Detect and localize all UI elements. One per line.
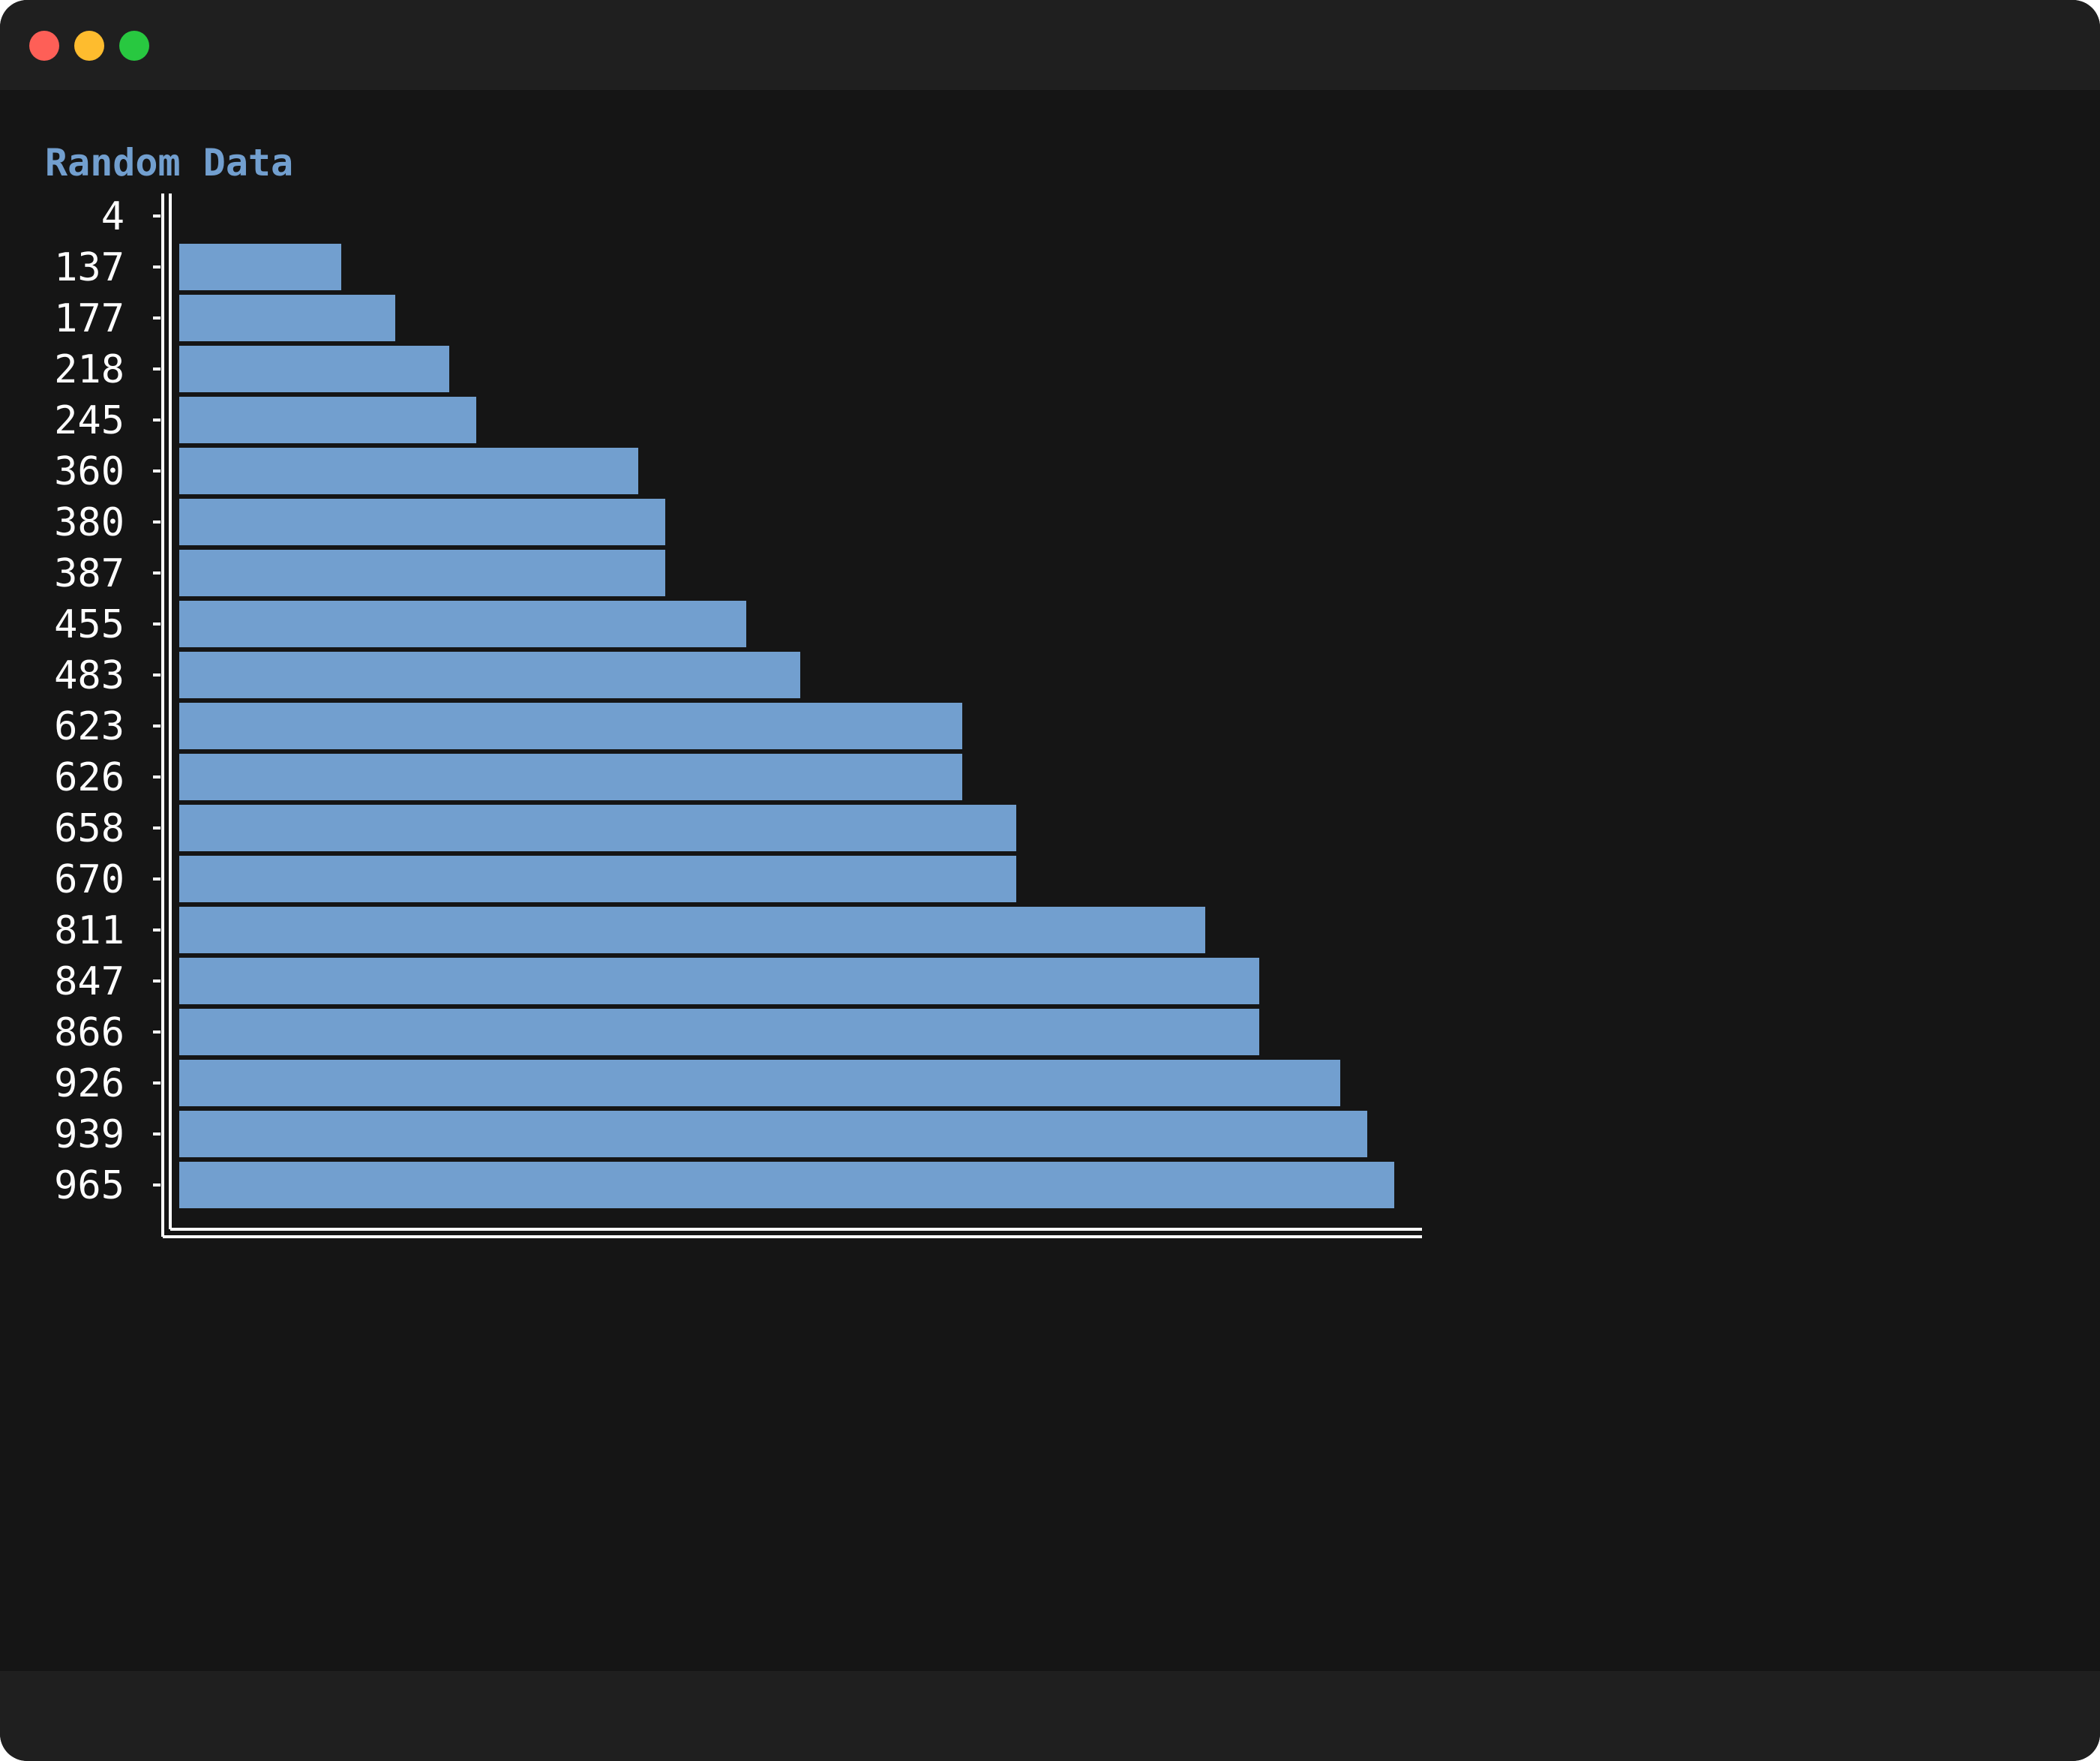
bar bbox=[179, 907, 1205, 953]
tick-label: 847 bbox=[54, 959, 124, 1004]
bar bbox=[179, 652, 800, 698]
tick-label: 4 bbox=[101, 194, 124, 239]
terminal-content: Random Data 4 137 177 218 245 360 380 387 455 483… bbox=[0, 90, 2100, 1671]
chart-title: Random Data bbox=[45, 141, 294, 184]
tick-label: 623 bbox=[54, 704, 124, 749]
zoom-button[interactable] bbox=[119, 31, 149, 61]
tick-label: 939 bbox=[54, 1112, 124, 1157]
bar bbox=[179, 499, 665, 545]
bar bbox=[179, 1162, 1394, 1208]
bar bbox=[179, 295, 395, 341]
tick-label: 245 bbox=[54, 398, 124, 443]
bar bbox=[179, 244, 341, 290]
bar bbox=[179, 550, 665, 596]
bar bbox=[179, 1111, 1367, 1157]
bar bbox=[179, 397, 476, 443]
close-button[interactable] bbox=[29, 31, 59, 61]
bar-chart: 4 137 177 218 245 360 380 387 455 483 623 626 658 670… bbox=[54, 194, 1422, 1238]
tick-label: 380 bbox=[54, 500, 124, 545]
bar bbox=[179, 856, 1016, 902]
minimize-button[interactable] bbox=[74, 31, 104, 61]
tick-label: 360 bbox=[54, 449, 124, 494]
status-bar bbox=[0, 1671, 2100, 1761]
bar bbox=[179, 1009, 1259, 1055]
tick-label: 455 bbox=[54, 602, 124, 647]
tick-label: 965 bbox=[54, 1163, 124, 1208]
tick-label: 658 bbox=[54, 806, 124, 851]
bar bbox=[179, 601, 746, 647]
tick-label: 387 bbox=[54, 551, 124, 596]
bar bbox=[179, 754, 962, 800]
tick-label: 626 bbox=[54, 755, 124, 800]
tick-label: 218 bbox=[54, 347, 124, 392]
tick-label: 926 bbox=[54, 1061, 124, 1106]
tick-label: 866 bbox=[54, 1010, 124, 1055]
bar bbox=[179, 958, 1259, 1004]
tick-label: 670 bbox=[54, 857, 124, 902]
bar bbox=[179, 703, 962, 749]
title-bar bbox=[0, 0, 2100, 90]
tick-label: 177 bbox=[54, 296, 124, 341]
bar bbox=[179, 1060, 1340, 1106]
tick-label: 811 bbox=[54, 908, 124, 953]
bar bbox=[179, 448, 638, 494]
tick-label: 483 bbox=[54, 653, 124, 698]
bar bbox=[179, 805, 1016, 851]
bar bbox=[179, 346, 449, 392]
tick-label: 137 bbox=[54, 245, 124, 290]
